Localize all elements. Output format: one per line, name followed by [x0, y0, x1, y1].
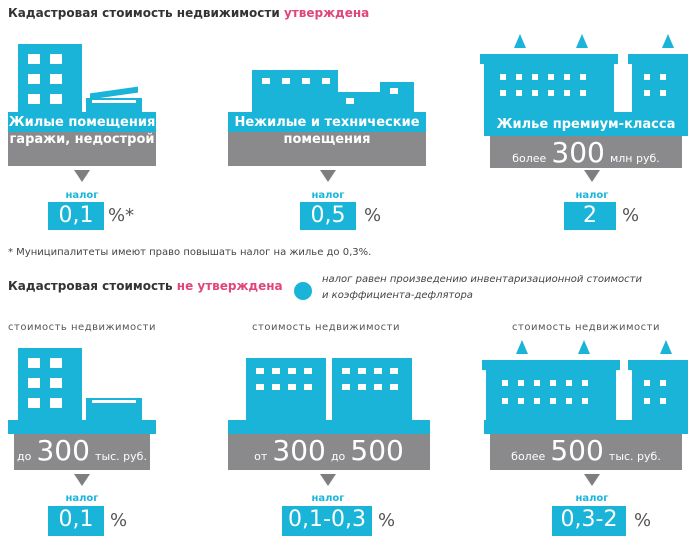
- caption-property-value: стоимость недвижимости: [512, 322, 660, 333]
- rate-value: 0,1-0,3: [282, 506, 372, 536]
- caption-property-value: стоимость недвижимости: [8, 322, 156, 333]
- value-range-text: более 500 тыс. руб.: [511, 434, 661, 467]
- approved-section-title: Кадастровая стоимость недвижимости утвер…: [8, 6, 370, 20]
- residential-label-bar: [8, 112, 156, 132]
- nonresidential-rate-value: 0,5: [300, 202, 356, 230]
- caption-property-value: стоимость недвижимости: [252, 322, 400, 333]
- not-approved-section-title: Кадастровая стоимость не утверждена: [8, 279, 283, 293]
- residential-building-illustration: [10, 348, 158, 438]
- bottom-nonresidential-strip: [228, 420, 430, 434]
- tax-label: налог: [311, 190, 345, 201]
- nonresidential-rate-unit: %: [364, 205, 382, 226]
- residential-rate-unit: %*: [108, 205, 135, 226]
- down-arrow-icon: [74, 170, 90, 182]
- value-range-text: до 300 тыс. руб.: [17, 434, 147, 467]
- approved-title-accent: утверждена: [283, 6, 370, 20]
- premium-rate-value: 2: [564, 202, 616, 230]
- legend-dot-icon: [294, 282, 312, 300]
- down-arrow-icon: [320, 170, 336, 182]
- premium-rate-unit: %: [622, 205, 640, 226]
- footnote: * Муниципалитеты имеют право повышать на…: [8, 247, 372, 258]
- value-range-bar: [228, 434, 430, 470]
- nonresidential-building-illustration: [228, 60, 428, 120]
- down-arrow-icon: [584, 474, 600, 486]
- tax-label: налог: [575, 190, 609, 201]
- down-arrow-icon: [74, 474, 90, 486]
- residential-gray-bar: [8, 132, 156, 166]
- residential-rate-value: 0,1: [48, 202, 104, 230]
- premium-building-illustration: [482, 340, 690, 424]
- residential-label-line1: Жилые помещения: [8, 115, 156, 130]
- value-range-bar: [490, 434, 682, 470]
- premium-label-bar: [484, 112, 688, 136]
- down-arrow-icon: [320, 474, 336, 486]
- tax-label: налог: [65, 493, 99, 504]
- value-range-bar: [14, 434, 150, 470]
- nonresidential-gray-bar: [228, 132, 426, 166]
- nonresidential-label-line2: помещения: [283, 132, 371, 147]
- nonresidential-label-bar: [228, 112, 426, 132]
- bottom-residential-strip: [8, 420, 156, 434]
- rate-unit: %: [634, 510, 652, 531]
- residential-label-line2: гаражи, недострой: [9, 132, 155, 147]
- premium-gray-bar: [490, 136, 682, 168]
- premium-label: Жилье премиум-класса: [496, 117, 676, 132]
- tax-label: налог: [575, 493, 609, 504]
- rate-value: 0,1: [48, 506, 104, 536]
- rate-value: 0,3-2: [552, 506, 626, 536]
- nonresidential-building-illustration: [246, 358, 412, 428]
- premium-building-illustration: [480, 34, 688, 116]
- nonresidential-label-line1: Нежилые и технические: [234, 115, 420, 130]
- rate-unit: %: [110, 510, 128, 531]
- legend-line2: и коэффициента-дефлятора: [322, 290, 473, 301]
- not-approved-title-accent: не утверждена: [176, 279, 283, 293]
- rate-unit: %: [378, 510, 396, 531]
- tax-label: налог: [311, 493, 345, 504]
- legend-line1: налог равен произведению инвентаризацион…: [322, 274, 642, 285]
- tax-label: налог: [65, 190, 99, 201]
- down-arrow-icon: [584, 170, 600, 182]
- bottom-premium-strip: [484, 420, 688, 434]
- premium-value-line: более 300 млн руб.: [512, 136, 660, 169]
